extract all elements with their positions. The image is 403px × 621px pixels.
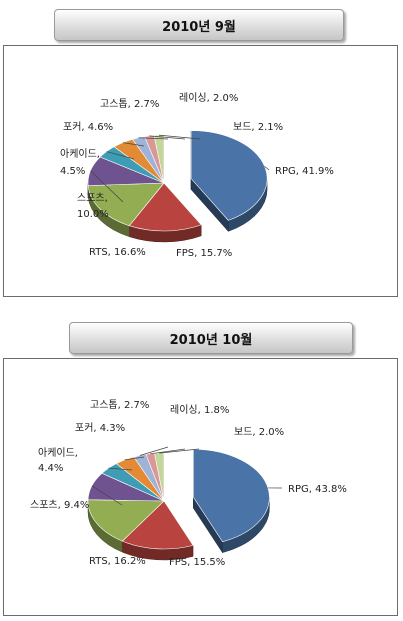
data-label-arcade: 4.4% — [38, 463, 63, 474]
data-label-arcade: 4.5% — [60, 166, 85, 177]
leader-line-racing — [149, 135, 186, 140]
leader-line-gostop — [139, 446, 169, 456]
data-label-fps: FPS, 15.5% — [169, 557, 225, 568]
leader-line-rpg — [264, 166, 270, 171]
chart-panel-september: RPG, 41.9% FPS, 15.7% RTS, 16.6% 스포츠, 10.0% 아… — [3, 45, 398, 297]
data-label-arcade: 아케이드, — [38, 447, 78, 459]
leader-line-board — [159, 448, 200, 454]
leader-line-sports — [91, 485, 123, 506]
pie-labels: RPG, 41.9% FPS, 15.7% RTS, 16.6% 스포츠, 10.0% 아… — [60, 92, 334, 259]
data-label-rpg: RPG, 41.9% — [275, 166, 334, 177]
chart-panel-october: RPG, 43.8% FPS, 15.5% RTS, 16.2% 스포츠, 9.4% 아… — [3, 358, 398, 616]
leader-line-arcade — [106, 151, 135, 160]
leader-line-poker — [122, 142, 145, 147]
pie-chart-october: RPG, 43.8% FPS, 15.5% RTS, 16.2% 스포츠, 9.4% 아… — [30, 399, 347, 568]
pie-slice-board — [153, 134, 165, 184]
data-label-fps: FPS, 15.7% — [176, 248, 232, 259]
pie-slice-rpg — [193, 449, 270, 543]
leader-line-gostop — [138, 137, 169, 140]
pie-group: RPG, 41.9% FPS, 15.7% RTS, 16.6% 스포츠, 10.0% 아… — [60, 92, 334, 259]
leader-line-sports — [90, 170, 124, 203]
pie-group: RPG, 43.8% FPS, 15.5% RTS, 16.2% 스포츠, 9.4% 아… — [30, 399, 347, 568]
data-label-board: 보드, 2.0% — [234, 426, 284, 438]
leader-line-board — [158, 134, 201, 140]
pie-tops — [87, 449, 270, 550]
pie-slice-rts — [87, 499, 165, 542]
pie-sides — [87, 449, 270, 561]
leader-line-poker — [124, 456, 145, 461]
data-label-sports: 10.0% — [77, 209, 109, 220]
data-label-rts: RTS, 16.2% — [89, 556, 146, 567]
chart-title-september: 2010년 9월 — [54, 9, 344, 41]
data-label-rpg: RPG, 43.8% — [288, 484, 347, 495]
pie-slice-fps — [128, 182, 202, 232]
pie-chart-september: RPG, 41.9% FPS, 15.7% RTS, 16.6% 스포츠, 10.0% 아… — [60, 92, 334, 259]
data-label-gostop: 고스톱, 2.7% — [100, 98, 159, 110]
data-label-gostop: 고스톱, 2.7% — [90, 399, 149, 411]
pie-labels: RPG, 43.8% FPS, 15.5% RTS, 16.2% 스포츠, 9.4% 아… — [30, 399, 347, 568]
data-label-racing: 레이싱, 2.0% — [179, 92, 238, 104]
data-label-sports: 스포츠, — [77, 192, 108, 204]
pie-slice-rts — [87, 182, 165, 227]
pie-slice-fps — [121, 500, 194, 550]
data-label-rts: RTS, 16.6% — [89, 247, 146, 258]
data-label-sports: 스포츠, 9.4% — [30, 499, 89, 511]
data-label-racing: 레이싱, 1.8% — [170, 404, 229, 416]
data-label-arcade: 아케이드, — [60, 148, 100, 160]
data-label-board: 보드, 2.1% — [233, 121, 283, 133]
data-label-poker: 포커, 4.6% — [63, 121, 113, 133]
chart-title-october: 2010년 10월 — [69, 322, 353, 354]
data-label-poker: 포커, 4.3% — [75, 422, 125, 434]
leader-line-racing — [150, 448, 186, 455]
leader-line-arcade — [108, 467, 133, 471]
